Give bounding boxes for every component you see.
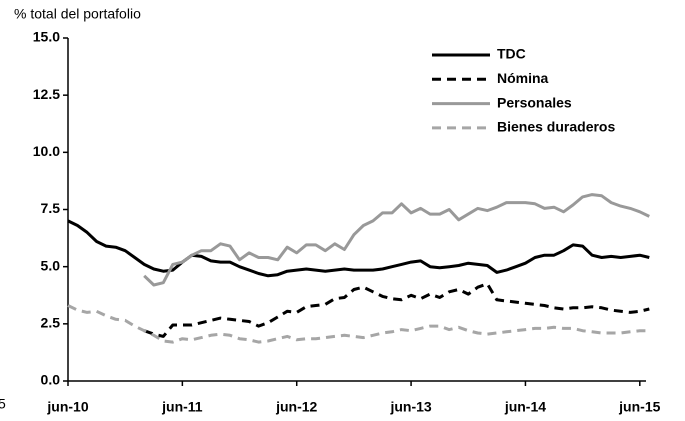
x-tick-label: jun-13 <box>389 399 431 415</box>
series-line <box>67 304 650 344</box>
series-line <box>67 219 650 278</box>
series-line <box>143 282 650 338</box>
x-tick-label: jun-12 <box>275 399 317 415</box>
legend-label: Personales <box>497 94 572 110</box>
legend-label: TDC <box>497 46 526 62</box>
y-tick-label: 5.0 <box>41 257 61 273</box>
y-axis-label: % total del portafolio <box>14 6 141 22</box>
y-tick-label: 15.0 <box>33 29 60 45</box>
annotation: 5 <box>0 396 6 412</box>
series-line <box>143 193 650 287</box>
y-tick-label: 12.5 <box>33 86 60 102</box>
y-tick-label: 7.5 <box>41 200 61 216</box>
y-tick-label: 10.0 <box>33 143 60 159</box>
x-tick-label: jun-15 <box>618 399 660 415</box>
x-tick-label: jun-11 <box>161 399 203 415</box>
x-tick-label: jun-10 <box>46 399 88 415</box>
legend-label: Bienes duraderos <box>497 119 615 135</box>
x-tick-label: jun-14 <box>504 399 546 415</box>
legend-label: Nómina <box>497 70 549 86</box>
y-tick-label: 0.0 <box>41 372 61 388</box>
y-tick-label: 2.5 <box>41 315 61 331</box>
